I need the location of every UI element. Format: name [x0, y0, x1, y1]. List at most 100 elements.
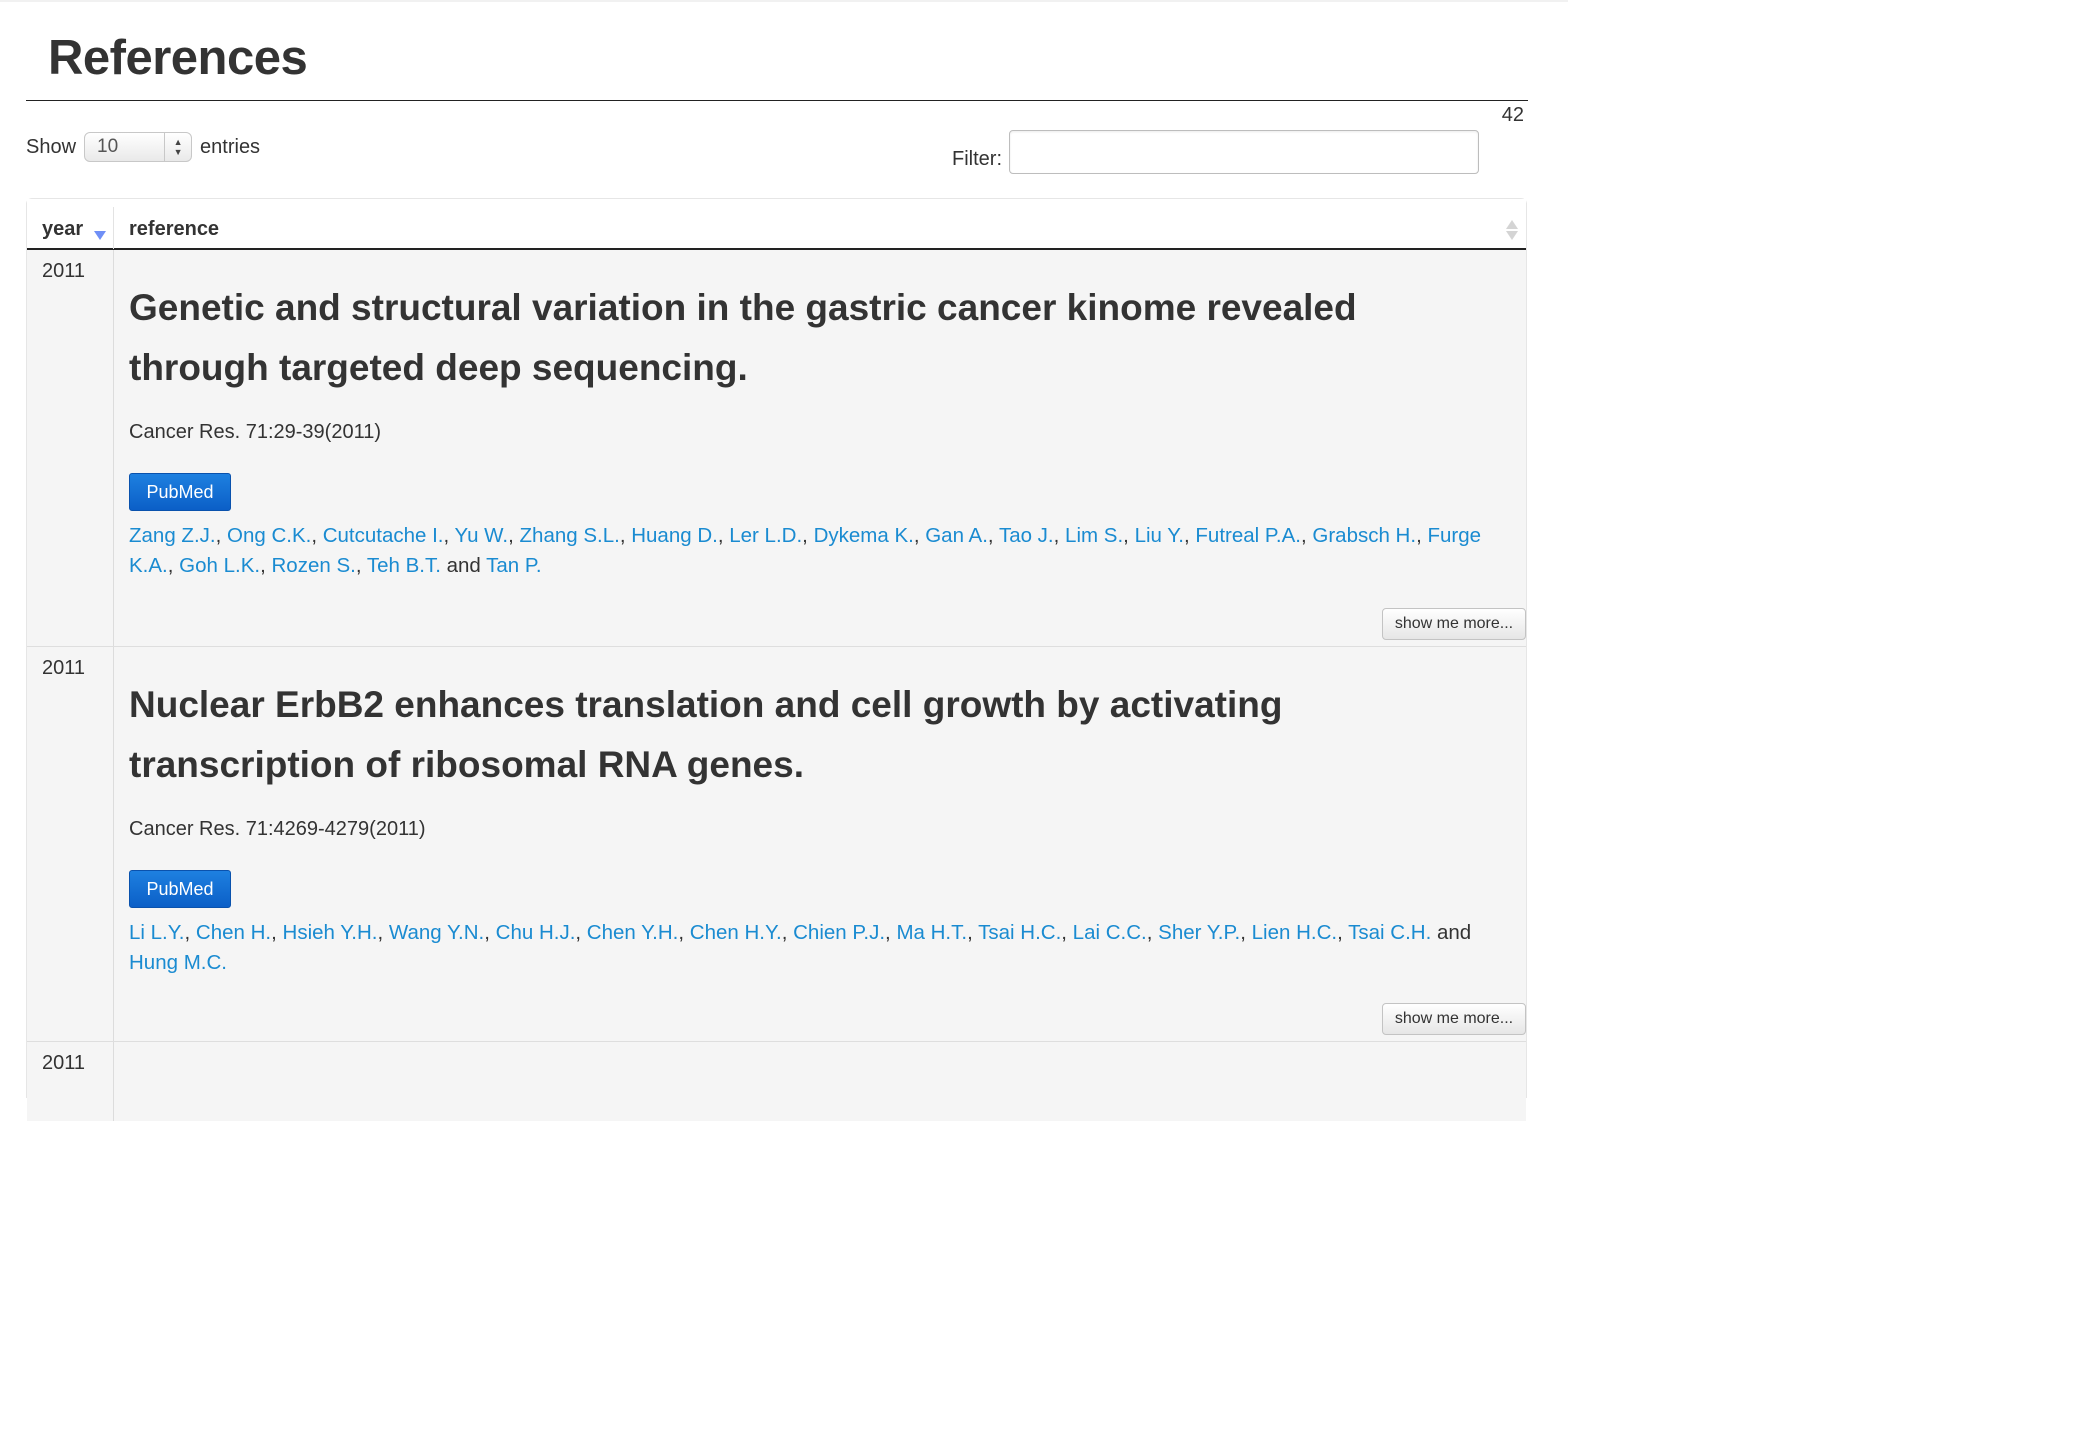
- author-separator: ,: [443, 524, 455, 547]
- author-separator: ,: [355, 554, 367, 577]
- author-separator: ,: [271, 921, 283, 944]
- author-separator: ,: [802, 524, 814, 547]
- show-more-button[interactable]: show me more...: [1382, 1003, 1526, 1035]
- page-length-control: Show 10 ▲ ▼ entries: [26, 130, 260, 164]
- author-link[interactable]: Futreal P.A.: [1195, 524, 1301, 547]
- top-border: [0, 0, 1568, 2]
- column-header-reference[interactable]: reference: [129, 218, 220, 240]
- column-divider: [113, 1042, 114, 1121]
- author-link[interactable]: Chu H.J.: [495, 921, 576, 944]
- author-separator: ,: [913, 524, 926, 547]
- entries-select-value: 10: [97, 136, 119, 157]
- author-separator: ,: [1416, 524, 1428, 547]
- author-separator: ,: [1300, 524, 1313, 547]
- result-count: 42: [1501, 104, 1524, 126]
- author-link[interactable]: Yu W.: [454, 524, 509, 547]
- author-link[interactable]: Chen H.: [195, 921, 272, 944]
- year-cell: 2011: [42, 1052, 86, 1074]
- author-link[interactable]: Gan A.: [925, 524, 988, 547]
- author-link[interactable]: Cutcutache I.: [322, 524, 444, 547]
- column-divider: [113, 647, 114, 1041]
- author-link[interactable]: Teh B.T.: [366, 554, 441, 577]
- author-link[interactable]: Hsieh Y.H.: [282, 921, 378, 944]
- author-separator: ,: [311, 524, 323, 547]
- author-separator: ,: [717, 524, 730, 547]
- author-link[interactable]: Lim S.: [1065, 524, 1124, 547]
- author-link[interactable]: Rozen S.: [271, 554, 356, 577]
- author-separator: ,: [215, 524, 227, 547]
- author-link[interactable]: Chen Y.H.: [586, 921, 679, 944]
- author-separator: ,: [967, 921, 979, 944]
- author-link[interactable]: Tsai H.C.: [978, 921, 1062, 944]
- entries-label: entries: [200, 135, 261, 158]
- author-link[interactable]: Ma H.T.: [896, 921, 968, 944]
- author-link[interactable]: Chen H.Y.: [689, 921, 782, 944]
- sort-both-icon[interactable]: [1506, 220, 1518, 242]
- author-separator: ,: [484, 921, 496, 944]
- author-link[interactable]: Tsai C.H.: [1348, 921, 1432, 944]
- author-link[interactable]: Tao J.: [998, 524, 1054, 547]
- author-link[interactable]: Zhang S.L.: [519, 524, 620, 547]
- author-separator: ,: [1240, 921, 1252, 944]
- author-separator: ,: [184, 921, 196, 944]
- table-row: 2011 Nuclear ErbB2 enhances translation …: [27, 646, 1526, 1041]
- table-row: 2011: [27, 1041, 1526, 1121]
- author-link[interactable]: Tan P.: [486, 554, 542, 577]
- author-separator: ,: [781, 921, 794, 944]
- sort-descending-icon[interactable]: [94, 231, 106, 240]
- author-separator: ,: [1123, 524, 1135, 547]
- year-cell: 2011: [42, 260, 86, 282]
- references-table: year reference 2011 Genetic and structur…: [26, 198, 1527, 1121]
- author-link[interactable]: Grabsch H.: [1312, 524, 1417, 547]
- show-more-button[interactable]: show me more...: [1382, 608, 1526, 640]
- author-link[interactable]: Ler L.D.: [729, 524, 803, 547]
- author-separator: ,: [1061, 921, 1073, 944]
- table-row: 2011 Genetic and structural variation in…: [27, 250, 1526, 646]
- filter-label: Filter:: [952, 147, 1002, 170]
- show-label: Show: [26, 135, 77, 158]
- author-separator: ,: [260, 554, 272, 577]
- author-link[interactable]: Li L.Y.: [129, 921, 185, 944]
- author-link[interactable]: Dykema K.: [813, 524, 914, 547]
- author-link[interactable]: Hung M.C.: [129, 951, 227, 974]
- author-separator: ,: [1183, 524, 1196, 547]
- column-header-year[interactable]: year: [42, 218, 84, 240]
- year-cell: 2011: [42, 657, 86, 679]
- reference-citation: Cancer Res. 71:29-39(2011): [129, 421, 381, 443]
- author-separator: ,: [575, 921, 587, 944]
- author-separator: ,: [1337, 921, 1349, 944]
- author-link[interactable]: Goh L.K.: [179, 554, 261, 577]
- author-link[interactable]: Furge K.A.: [129, 524, 1482, 577]
- author-separator: ,: [987, 524, 999, 547]
- reference-title: Nuclear ErbB2 enhances translation and c…: [129, 684, 1283, 785]
- select-arrows-icon: ▲ ▼: [164, 133, 191, 161]
- author-link[interactable]: Wang Y.N.: [388, 921, 485, 944]
- author-link[interactable]: Liu Y.: [1134, 524, 1184, 547]
- author-list: Zang Z.J., Ong C.K., Cutcutache I., Yu W…: [129, 521, 1514, 581]
- table-header: year reference: [27, 199, 1526, 250]
- author-link[interactable]: Ong C.K.: [227, 524, 312, 547]
- entries-select[interactable]: 10 ▲ ▼: [84, 132, 193, 162]
- filter-control: Filter:: [952, 130, 1479, 174]
- author-separator: ,: [508, 524, 520, 547]
- author-separator: ,: [678, 921, 690, 944]
- title-divider: [26, 100, 1528, 101]
- author-separator: ,: [1146, 921, 1159, 944]
- author-link[interactable]: Lai C.C.: [1072, 921, 1147, 944]
- column-divider: [113, 250, 114, 646]
- reference-title: Genetic and structural variation in the …: [129, 287, 1357, 388]
- author-separator: ,: [1053, 524, 1066, 547]
- author-link[interactable]: Lien H.C.: [1251, 921, 1338, 944]
- column-divider: [113, 207, 114, 249]
- pubmed-button[interactable]: PubMed: [129, 473, 231, 511]
- page-title: References: [48, 31, 308, 85]
- author-link[interactable]: Sher Y.P.: [1158, 921, 1241, 944]
- author-link[interactable]: Zang Z.J.: [129, 524, 216, 547]
- author-separator: ,: [619, 524, 632, 547]
- author-separator: and: [1431, 921, 1472, 944]
- author-separator: ,: [885, 921, 897, 944]
- pubmed-button[interactable]: PubMed: [129, 870, 231, 908]
- author-link[interactable]: Huang D.: [631, 524, 718, 547]
- author-link[interactable]: Chien P.J.: [793, 921, 886, 944]
- filter-input[interactable]: [1009, 130, 1479, 174]
